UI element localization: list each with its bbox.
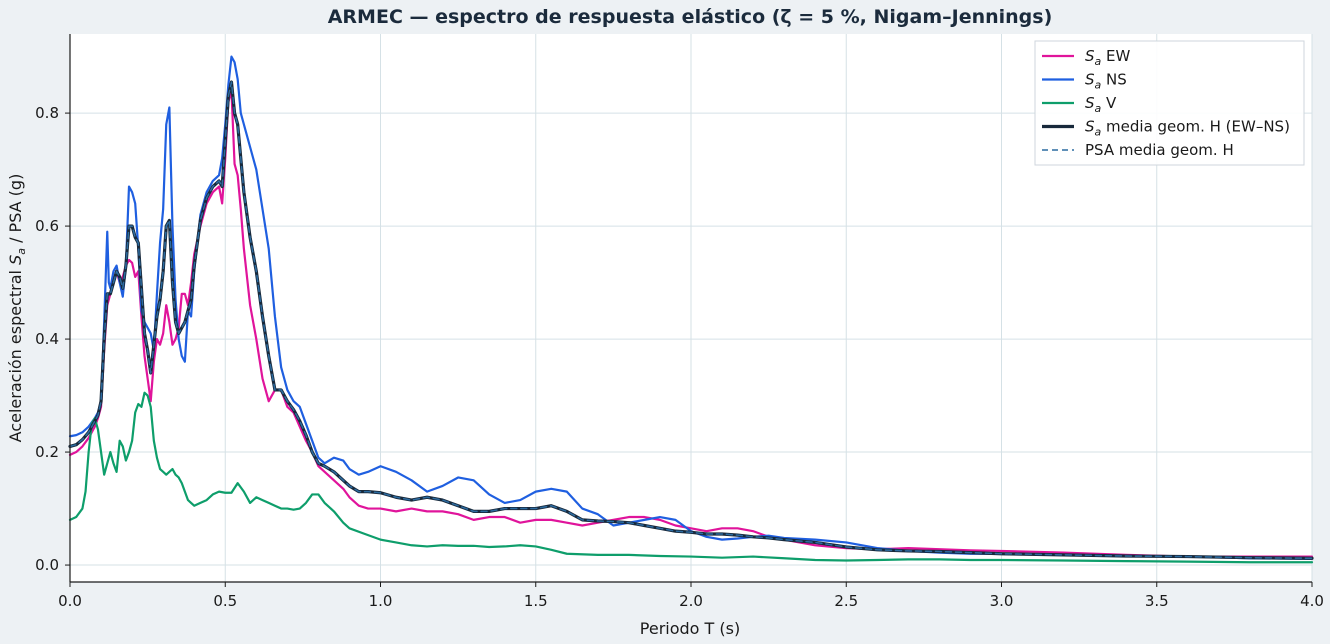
series-lines xyxy=(68,55,1314,564)
legend-label-5: PSA media geom. H xyxy=(1085,141,1234,159)
legend-var: S xyxy=(1085,47,1095,65)
legend-rest: V xyxy=(1101,94,1117,112)
y-axis-label-var: S xyxy=(6,255,25,265)
legend-var: S xyxy=(1085,71,1095,89)
y-axis-label-sub: a xyxy=(15,248,28,255)
legend-rest: EW xyxy=(1101,47,1130,65)
series-line-1 xyxy=(68,89,1314,558)
x-tick-label: 2.5 xyxy=(834,592,858,610)
x-axis-label: Periodo T (s) xyxy=(640,619,740,638)
x-tick-label: 0.0 xyxy=(58,592,82,610)
series-line-3 xyxy=(68,391,1314,564)
legend-sub: a xyxy=(1095,126,1102,139)
y-tick-label: 0.0 xyxy=(35,556,59,574)
legend-box xyxy=(1034,40,1305,166)
x-tick-label: 2.0 xyxy=(679,592,703,610)
legend-label-1: Sa EW xyxy=(1085,47,1131,68)
legend-var: S xyxy=(1085,94,1095,112)
legend-sub: a xyxy=(1095,79,1102,92)
legend-sub: a xyxy=(1095,102,1102,115)
y-axis-label: Aceleración espectral Sa / PSA (g) xyxy=(6,174,28,443)
x-tick-label: 0.5 xyxy=(213,592,237,610)
series-line-5 xyxy=(69,81,1313,560)
legend-rest: NS xyxy=(1101,71,1127,89)
y-tick-label: 0.2 xyxy=(35,443,59,461)
y-tick-label: 0.4 xyxy=(35,330,59,348)
chart-title: ARMEC — espectro de respuesta elástico (… xyxy=(328,6,1053,28)
x-tick-label: 3.0 xyxy=(990,592,1014,610)
x-tick-label: 3.5 xyxy=(1145,592,1169,610)
legend-var: S xyxy=(1085,118,1095,136)
legend-label-3: Sa V xyxy=(1085,94,1117,115)
x-tick-label: 1.5 xyxy=(524,592,548,610)
grid xyxy=(69,34,1313,582)
legend-label-2: Sa NS xyxy=(1085,71,1127,92)
x-ticks: 0.0 0.5 1.0 1.5 2.0 2.5 3.0 3.5 4.0 xyxy=(58,582,1324,610)
legend-sub: a xyxy=(1095,55,1102,68)
legend-label-4: Sa media geom. H (EW–NS) xyxy=(1085,118,1290,139)
y-ticks: 0.0 0.2 0.4 0.6 0.8 xyxy=(35,104,70,574)
y-tick-label: 0.6 xyxy=(35,217,59,235)
y-tick-label: 0.8 xyxy=(35,104,59,122)
y-axis-label-suffix: / PSA (g) xyxy=(6,174,25,248)
x-tick-label: 1.0 xyxy=(369,592,393,610)
legend-rest: media geom. H (EW–NS) xyxy=(1101,118,1290,136)
y-axis-label-prefix: Aceleración espectral xyxy=(6,265,25,442)
x-tick-label: 4.0 xyxy=(1300,592,1324,610)
